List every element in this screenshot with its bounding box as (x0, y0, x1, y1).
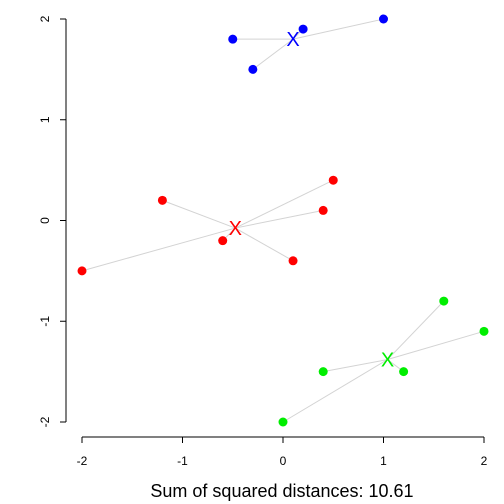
y-tick-label: -1 (38, 316, 52, 327)
data-point (439, 296, 449, 306)
data-point (77, 266, 87, 276)
x-tick-label: -2 (77, 454, 88, 468)
centroid-marker: X (286, 29, 299, 51)
data-point (298, 24, 308, 34)
centroids: X X X (229, 29, 395, 371)
centroid-marker: X (381, 350, 394, 372)
assignment-line (162, 199, 236, 229)
assignment-line (387, 300, 445, 360)
assignment-lines (81, 18, 485, 423)
assignment-line (81, 227, 236, 272)
axes: -2 -1 0 1 2 -2 -1 0 1 2 (38, 15, 487, 468)
y-tick-label: 1 (38, 116, 52, 123)
data-point (218, 236, 228, 246)
data-point (318, 205, 328, 215)
assignment-line (235, 179, 334, 229)
assignment-line (282, 359, 388, 423)
x-tick-label: 1 (380, 454, 387, 468)
assignment-line (235, 227, 294, 262)
data-point (479, 326, 489, 336)
centroid-marker: X (229, 218, 242, 240)
data-points (77, 14, 489, 427)
assignment-line (252, 38, 294, 70)
data-point (318, 367, 328, 377)
data-point (288, 256, 298, 266)
assignment-line (323, 359, 388, 373)
data-point (157, 195, 167, 205)
x-tick-label: 2 (481, 454, 488, 468)
data-point (228, 34, 238, 44)
sum-of-squares-label: Sum of squared distances: 10.61 (150, 481, 413, 501)
y-tick-label: -2 (38, 416, 52, 427)
x-tick-label: -1 (177, 454, 188, 468)
data-point (328, 175, 338, 185)
data-point (399, 367, 409, 377)
data-point (248, 64, 258, 74)
y-tick-label: 0 (38, 217, 52, 224)
data-point (379, 14, 388, 24)
assignment-line (292, 18, 384, 40)
data-point (278, 417, 288, 427)
x-tick-label: 0 (280, 454, 287, 468)
y-tick-label: 2 (38, 15, 52, 22)
assignment-line (387, 330, 485, 361)
assignment-line (235, 209, 324, 229)
